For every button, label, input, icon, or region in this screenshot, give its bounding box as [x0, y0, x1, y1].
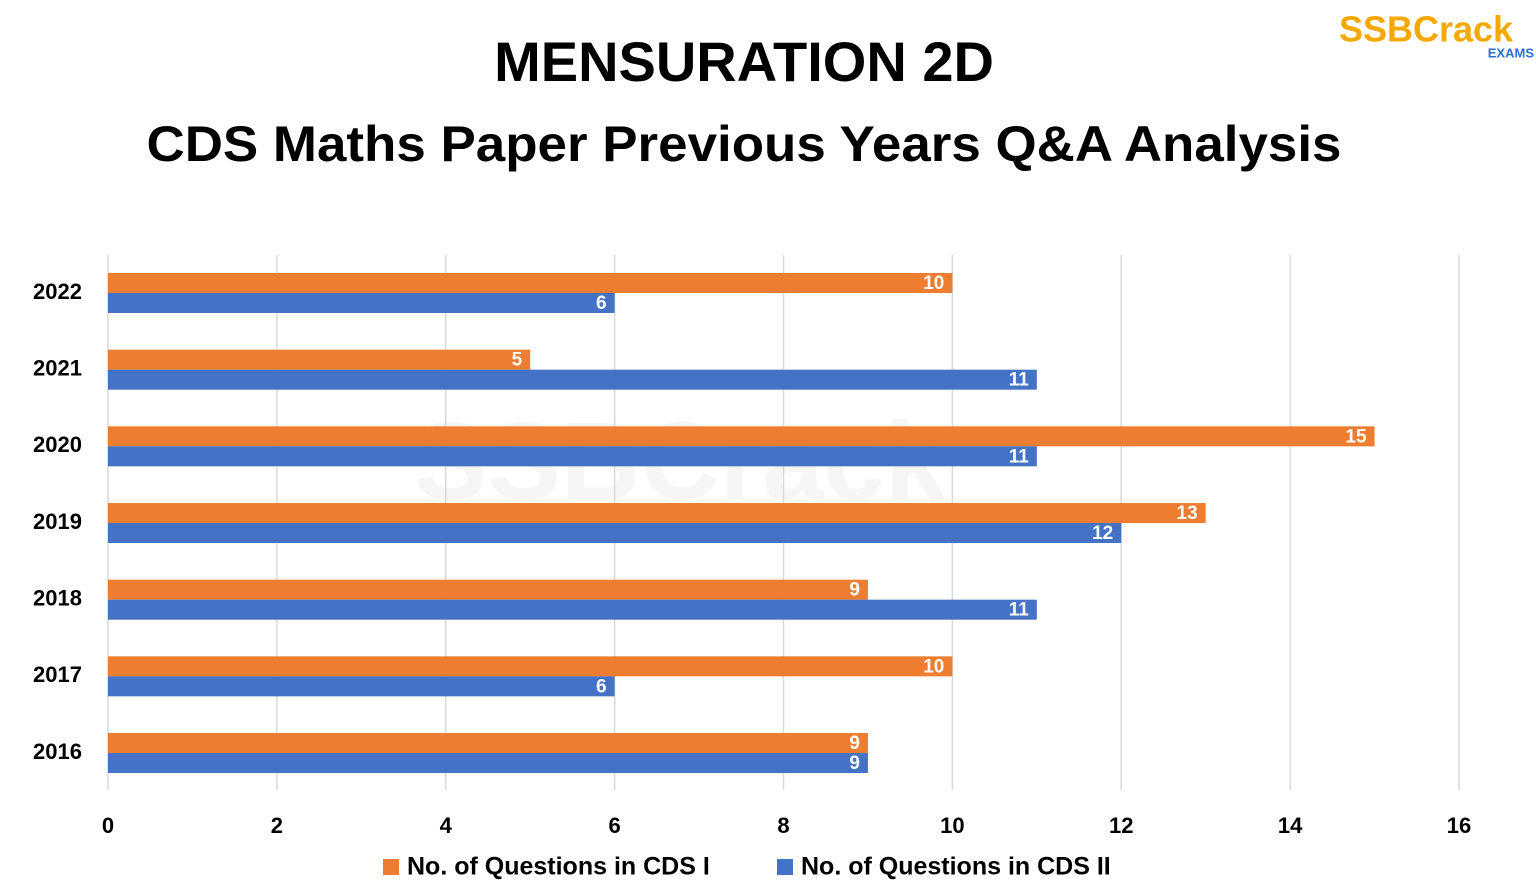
data-label: 6 — [596, 676, 607, 697]
chart-title: MENSURATION 2D — [494, 30, 994, 93]
y-tick-label: 2021 — [33, 355, 82, 380]
data-label: 9 — [849, 753, 860, 774]
x-tick-label: 8 — [777, 813, 789, 838]
data-label: 10 — [923, 273, 944, 294]
x-tick-label: 10 — [940, 813, 964, 838]
bar — [108, 523, 1122, 544]
data-label: 11 — [1009, 370, 1030, 391]
data-label: 10 — [923, 656, 944, 677]
x-tick-label: 4 — [440, 813, 453, 838]
legend-label: No. of Questions in CDS I — [407, 853, 710, 881]
bar — [108, 273, 953, 293]
bar — [108, 446, 1037, 467]
x-tick-label: 14 — [1278, 813, 1303, 838]
y-tick-label: 2018 — [33, 585, 82, 610]
x-tick-label: 6 — [609, 813, 621, 838]
bar — [108, 579, 868, 600]
data-label: 12 — [1092, 523, 1113, 544]
data-label: 15 — [1345, 426, 1367, 447]
logo-sub: EXAMS — [1488, 45, 1535, 60]
x-tick-label: 0 — [102, 813, 114, 838]
y-tick-label: 2019 — [33, 509, 82, 534]
bar — [108, 676, 615, 697]
bar — [108, 293, 615, 313]
bar — [108, 426, 1375, 447]
x-tick-label: 2 — [271, 813, 283, 838]
data-label: 13 — [1177, 503, 1198, 524]
y-tick-label: 2017 — [33, 662, 82, 687]
data-label: 9 — [849, 580, 860, 601]
bar — [108, 349, 531, 370]
bar — [108, 503, 1206, 524]
bar — [108, 656, 953, 677]
data-label: 11 — [1009, 446, 1030, 467]
bar — [108, 369, 1037, 390]
x-tick-label: 12 — [1109, 813, 1133, 838]
data-label: 6 — [596, 293, 607, 314]
bar — [108, 733, 868, 754]
data-label: 9 — [849, 733, 860, 754]
legend-swatch — [777, 859, 793, 875]
chart-subtitle: CDS Maths Paper Previous Years Q&A Analy… — [147, 116, 1342, 172]
y-tick-label: 2020 — [33, 432, 82, 457]
bar — [108, 599, 1037, 620]
y-tick-label: 2022 — [33, 279, 82, 304]
data-label: 11 — [1009, 600, 1030, 621]
data-label: 5 — [512, 350, 523, 371]
y-tick-label: 2016 — [33, 739, 82, 764]
bar — [108, 753, 868, 774]
legend-swatch — [383, 859, 399, 875]
logo: SSBCrack — [1339, 9, 1514, 50]
legend-label: No. of Questions in CDS II — [801, 853, 1111, 881]
x-tick-label: 16 — [1447, 813, 1471, 838]
